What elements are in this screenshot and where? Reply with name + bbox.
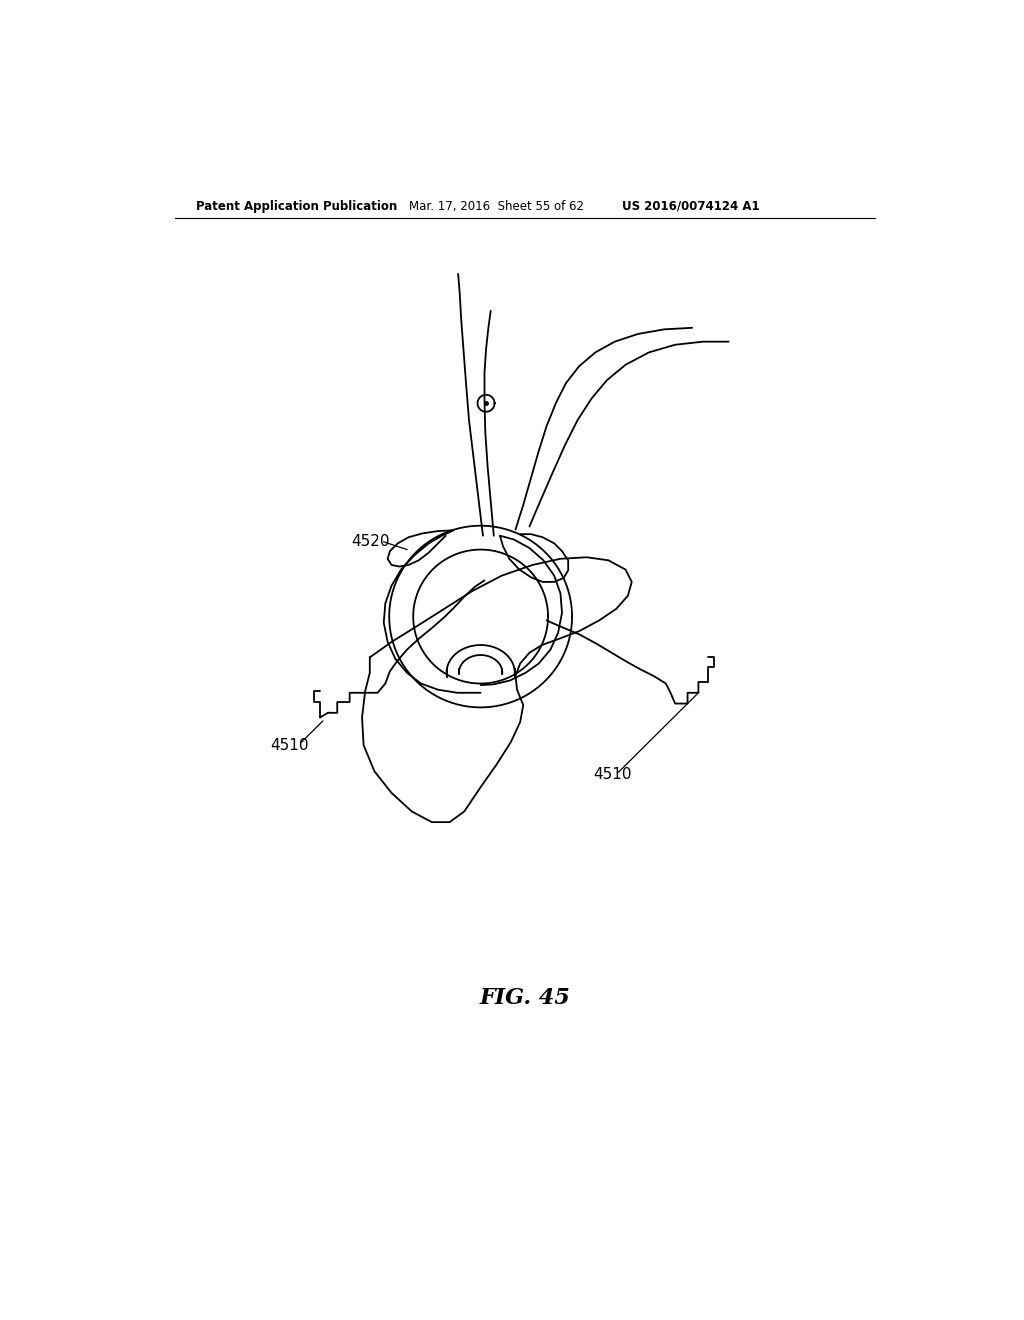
Text: Patent Application Publication: Patent Application Publication (197, 199, 397, 213)
Text: FIG. 45: FIG. 45 (479, 987, 570, 1008)
Text: 4510: 4510 (270, 738, 308, 752)
Text: 4520: 4520 (351, 535, 390, 549)
Text: 4510: 4510 (593, 767, 632, 781)
Text: Mar. 17, 2016  Sheet 55 of 62: Mar. 17, 2016 Sheet 55 of 62 (410, 199, 585, 213)
Text: US 2016/0074124 A1: US 2016/0074124 A1 (623, 199, 760, 213)
